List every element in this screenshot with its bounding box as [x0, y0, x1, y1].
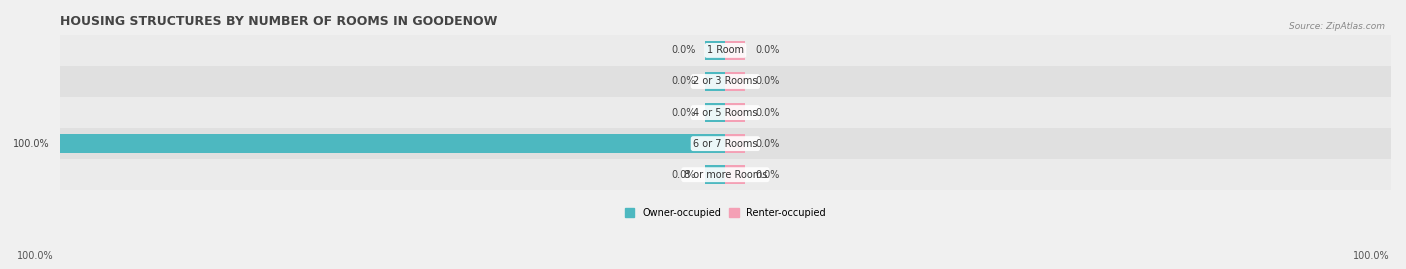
Text: 100.0%: 100.0% — [17, 251, 53, 261]
Legend: Owner-occupied, Renter-occupied: Owner-occupied, Renter-occupied — [621, 204, 830, 222]
Text: HOUSING STRUCTURES BY NUMBER OF ROOMS IN GOODENOW: HOUSING STRUCTURES BY NUMBER OF ROOMS IN… — [60, 15, 498, 28]
Bar — [60, 159, 1391, 190]
Text: 0.0%: 0.0% — [755, 45, 780, 55]
Bar — [725, 41, 745, 60]
Text: 4 or 5 Rooms: 4 or 5 Rooms — [693, 108, 758, 118]
Text: 0.0%: 0.0% — [671, 108, 696, 118]
Bar — [725, 134, 745, 153]
Text: Source: ZipAtlas.com: Source: ZipAtlas.com — [1289, 22, 1385, 30]
Text: 6 or 7 Rooms: 6 or 7 Rooms — [693, 139, 758, 148]
Text: 0.0%: 0.0% — [755, 170, 780, 180]
Bar — [706, 41, 725, 60]
Bar — [60, 66, 1391, 97]
Bar — [60, 35, 1391, 66]
Text: 100.0%: 100.0% — [1353, 251, 1389, 261]
Text: 100.0%: 100.0% — [13, 139, 49, 148]
Bar — [706, 72, 725, 91]
Text: 0.0%: 0.0% — [755, 139, 780, 148]
Text: 1 Room: 1 Room — [707, 45, 744, 55]
Bar — [725, 72, 745, 91]
Text: 0.0%: 0.0% — [671, 170, 696, 180]
Bar — [706, 165, 725, 184]
Bar — [60, 134, 725, 153]
Bar — [725, 165, 745, 184]
Text: 0.0%: 0.0% — [671, 45, 696, 55]
Text: 0.0%: 0.0% — [755, 76, 780, 87]
Text: 8 or more Rooms: 8 or more Rooms — [683, 170, 768, 180]
Text: 0.0%: 0.0% — [671, 76, 696, 87]
Bar — [60, 128, 1391, 159]
Bar — [706, 103, 725, 122]
Text: 2 or 3 Rooms: 2 or 3 Rooms — [693, 76, 758, 87]
Text: 0.0%: 0.0% — [755, 108, 780, 118]
Bar — [60, 97, 1391, 128]
Bar — [725, 103, 745, 122]
